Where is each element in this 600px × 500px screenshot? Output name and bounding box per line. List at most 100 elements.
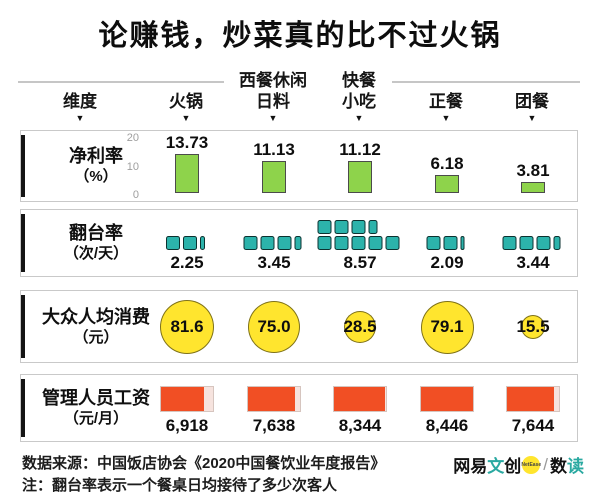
row-accent-bar [21,379,25,437]
hbar-fill [507,387,555,411]
unit-square-icon [443,236,458,250]
unit-square-icon [166,236,180,250]
logo-slash: / [543,454,548,474]
chart-cell-西餐休闲日料: 75.0 [229,291,319,362]
chart-row-2: 翻台率 （次/天） 2.25 3.45 8.57 2.09 3.44 [20,209,578,277]
chart-cell-西餐休闲日料: 7,638 [229,375,319,441]
row-label-line1: 翻台率 [69,223,123,243]
unit-value-label: 8.57 [343,253,377,272]
unit-square-icon [426,236,441,250]
chart-cell-西餐休闲日料: 3.45 [229,210,319,276]
header-divider-right [392,81,580,83]
unit-square-icon [368,236,383,250]
unit-square-icon [243,236,258,250]
row-label: 翻台率 （次/天） [31,222,161,264]
unit-square-partial-icon [294,236,302,250]
hbar-track [506,386,560,412]
unit-row [502,236,564,250]
bubble-mark [521,315,545,339]
hbar-track [333,386,387,412]
header-col-2: 西餐休闲 日料 ▼ [225,70,321,123]
unit-chart [243,236,305,250]
hbar-value-label: 8,344 [338,416,382,435]
bubble-value-label: 15.5 [516,317,550,336]
hbar-fill [421,387,473,411]
axis-tick-label: 10 [126,160,139,173]
bubble-value-label: 81.6 [170,317,204,336]
unit-value-label: 3.44 [516,253,550,272]
row-accent-bar [21,295,25,358]
hbar-fill [248,387,296,411]
chart-cell-正餐: 6.18 [402,131,492,201]
header-col-1-label: 火锅 [169,92,203,111]
chart-cell-正餐: 79.1 [402,291,492,362]
hbar-track [420,386,474,412]
bar-mark [262,161,286,193]
unit-square-partial-icon [553,236,561,250]
logo-text-wen: 文 [487,457,505,476]
unit-chart [426,236,468,250]
unit-value-label: 2.09 [430,253,464,272]
unit-square-icon [317,236,332,250]
column-marker-icon: ▼ [181,113,191,123]
unit-row [426,236,468,250]
logo-text-netease: 网易 [453,457,488,476]
chart-cell-正餐: 8,446 [402,375,492,441]
chart-row-4: 管理人员工资 （元/月） 6,918 7,638 8,344 8,446 7,644 [20,374,578,442]
bubble-mark [344,311,376,343]
unit-row [166,236,208,250]
column-marker-icon: ▼ [527,113,537,123]
unit-row [243,236,305,250]
header-col-3: 快餐 小吃 ▼ [311,70,407,123]
chart-cell-火锅: 6,918 [142,375,232,441]
chart-cell-快餐小吃: 28.5 [315,291,405,362]
axis-tick-label: 20 [126,132,139,144]
unit-square-icon [317,220,332,234]
bar-mark [435,175,459,193]
column-marker-icon: ▼ [441,113,451,123]
unit-square-icon [502,236,517,250]
unit-square-icon [385,236,400,250]
unit-square-icon [519,236,534,250]
chart-row-3: 大众人均消费 （元） 81.6 75.0 28.5 79.1 15.5 [20,290,578,363]
column-marker-icon: ▼ [268,113,278,123]
header-col-dimension: 维度 ▼ [32,91,128,123]
unit-value-label: 2.25 [170,253,204,272]
unit-square-icon [334,236,349,250]
bar-mark [521,182,545,193]
header-col-5: 团餐 ▼ [484,91,580,123]
header-divider-left [18,81,224,83]
chart-cell-西餐休闲日料: 11.13 [229,131,319,201]
bar-mark [348,161,372,193]
bubble-mark [420,300,474,354]
row-label-line1: 大众人均消费 [42,306,150,327]
column-marker-icon: ▼ [75,113,85,123]
unit-square-partial-icon [460,236,465,250]
chart-cell-团餐: 3.81 [488,131,578,201]
unit-square-partial-icon [200,236,205,250]
header-col-3-label: 小吃 [342,92,376,111]
unit-chart [502,236,564,250]
unit-square-icon [334,220,349,234]
chart-cell-快餐小吃: 8.57 [315,210,405,276]
hbar-track [160,386,214,412]
unit-chart [166,236,208,250]
row-label: 管理人员工资 （元/月） [31,387,161,429]
chart-cell-快餐小吃: 8,344 [315,375,405,441]
bar-value-label: 11.13 [253,140,295,159]
axis-tick-label: 0 [132,189,139,201]
unit-square-icon [183,236,197,250]
header-col-3-label: 快餐 [342,71,376,90]
bubble-mark [160,300,214,354]
unit-chart [317,220,403,250]
unit-square-partial-icon [368,220,378,234]
unit-value-label: 3.45 [257,253,291,272]
hbar-value-label: 8,446 [425,416,469,435]
chart-cell-团餐: 3.44 [488,210,578,276]
hbar-fill [161,387,204,411]
chart-cell-团餐: 15.5 [488,291,578,362]
unit-row [317,236,403,250]
row-label-line1: 净利率 [69,146,123,166]
bar-value-label: 13.73 [165,133,209,152]
row-label-line2: （元/月） [63,410,129,427]
